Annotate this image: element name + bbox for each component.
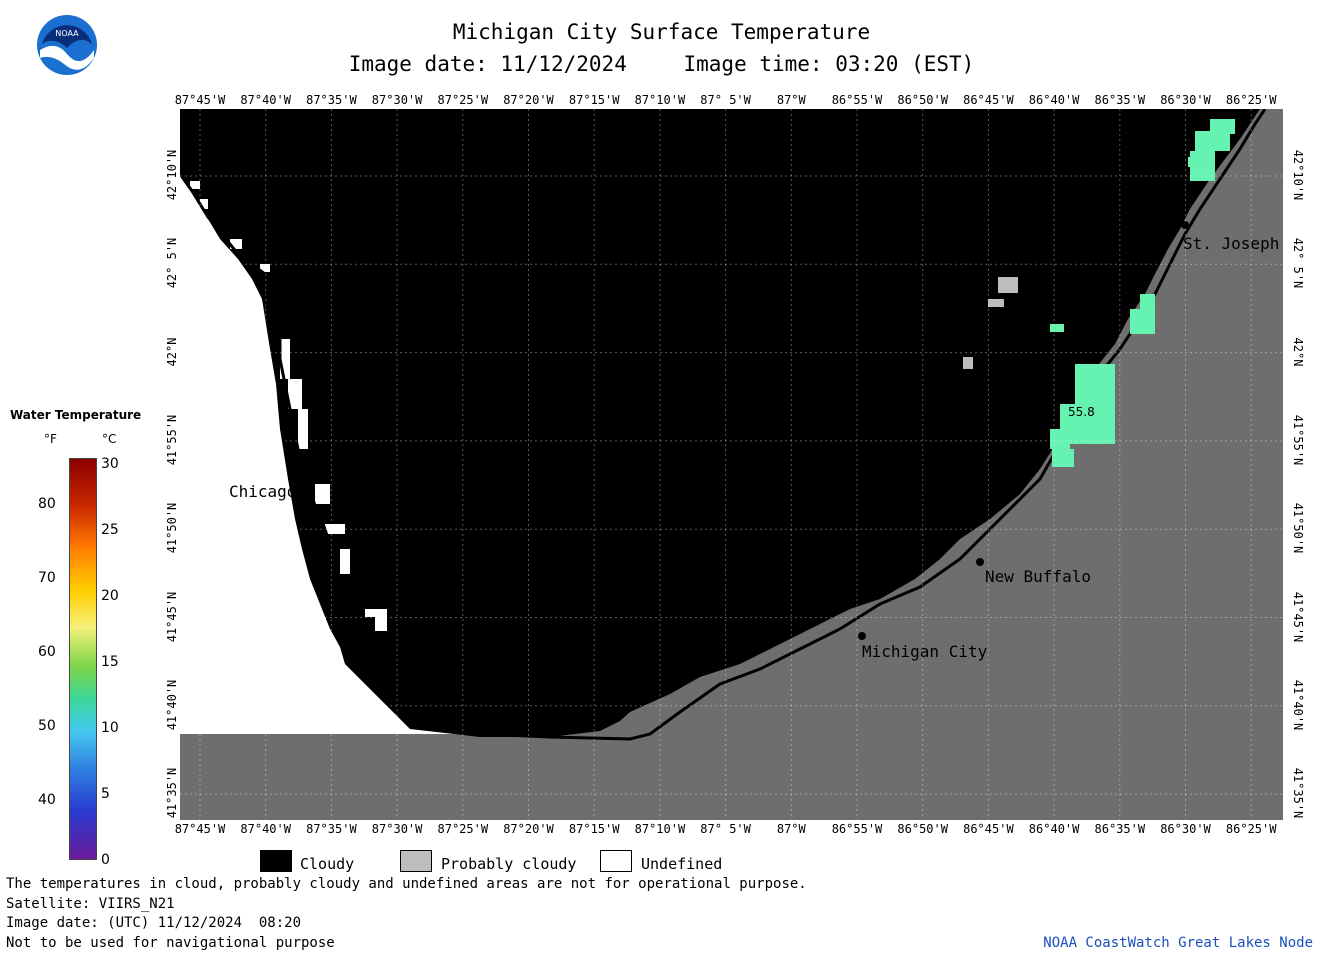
footer-utc-date: Image date: (UTC) 11/12/2024 08:20 bbox=[6, 915, 302, 931]
key-cloudy-swatch bbox=[260, 850, 292, 872]
longitude-label: 86°55'W bbox=[831, 93, 883, 107]
longitude-label: 86°50'W bbox=[897, 93, 948, 107]
longitude-label: 86°25'W bbox=[1225, 822, 1277, 836]
footer-satellite: Satellite: VIIRS_N21 bbox=[6, 896, 175, 912]
fahrenheit-tick: 80 bbox=[38, 496, 56, 512]
footer-note: The temperatures in cloud, probably clou… bbox=[6, 876, 807, 892]
longitude-label: 87°45'W bbox=[174, 93, 226, 107]
latitude-label: 41°35'N bbox=[1291, 767, 1305, 819]
celsius-tick: 0 bbox=[101, 852, 110, 868]
st-joseph-marker bbox=[1181, 221, 1189, 229]
latitude-label: 41°50'N bbox=[165, 502, 179, 554]
longitude-label: 87°W bbox=[776, 822, 806, 836]
longitude-label: 87°35'W bbox=[306, 822, 357, 836]
longitude-label: 87°30'W bbox=[371, 93, 423, 107]
water-temperature-pixels bbox=[1050, 119, 1235, 467]
celsius-tick: 10 bbox=[101, 720, 119, 736]
noaa-logo: NOAA bbox=[37, 15, 97, 75]
chicago-marker bbox=[297, 475, 305, 483]
longitude-label: 87°30'W bbox=[371, 822, 423, 836]
latitude-label: 42°10'N bbox=[165, 149, 179, 201]
cloudy-lake-area bbox=[180, 109, 1260, 737]
footer-credit: NOAA CoastWatch Great Lakes Node bbox=[1043, 935, 1313, 951]
longitude-label: 86°40'W bbox=[1028, 822, 1080, 836]
celsius-tick: 20 bbox=[101, 588, 119, 604]
svg-text:NOAA: NOAA bbox=[55, 29, 79, 38]
latitude-label: 42°N bbox=[165, 337, 179, 367]
key-undefined-swatch bbox=[600, 850, 632, 872]
key-probably-cloudy-label: Probably cloudy bbox=[441, 855, 577, 873]
unit-fahrenheit: °F bbox=[44, 432, 57, 446]
latitude-label: 41°40'N bbox=[1291, 679, 1305, 731]
celsius-tick: 30 bbox=[101, 456, 119, 472]
fahrenheit-tick: 70 bbox=[38, 570, 56, 586]
temperature-colorbar bbox=[69, 458, 97, 860]
longitude-label: 86°40'W bbox=[1028, 93, 1080, 107]
key-probably-cloudy-swatch bbox=[400, 850, 432, 872]
longitude-label: 87°10'W bbox=[634, 93, 686, 107]
latitude-label: 41°40'N bbox=[165, 679, 179, 731]
longitude-label: 87°25'W bbox=[437, 93, 489, 107]
latitude-label: 41°50'N bbox=[1291, 502, 1305, 554]
fahrenheit-tick: 40 bbox=[38, 792, 56, 808]
latitude-label: 42° 5'N bbox=[1291, 238, 1305, 289]
longitude-label: 86°45'W bbox=[963, 822, 1014, 836]
undefined-pixels bbox=[190, 181, 387, 631]
longitude-label: 87°15'W bbox=[568, 93, 620, 107]
legend-title: Water Temperature bbox=[10, 408, 142, 422]
fahrenheit-tick: 50 bbox=[38, 718, 56, 734]
longitude-label: 86°50'W bbox=[897, 822, 948, 836]
longitude-label: 87°40'W bbox=[240, 93, 291, 107]
longitude-label: 87°20'W bbox=[503, 93, 554, 107]
longitude-label: 86°35'W bbox=[1094, 822, 1146, 836]
new-buffalo-marker bbox=[976, 558, 984, 566]
image-time: Image time: 03:20 (EST) bbox=[683, 52, 975, 76]
longitude-label: 87° 5'W bbox=[700, 822, 751, 836]
longitude-label: 87°45'W bbox=[174, 822, 226, 836]
latitude-label: 41°45'N bbox=[165, 591, 179, 642]
michigan-city-marker bbox=[858, 632, 866, 640]
map-title: Michigan City Surface Temperature bbox=[452, 20, 871, 44]
longitude-label: 87°35'W bbox=[306, 93, 357, 107]
latitude-label: 42°N bbox=[1291, 337, 1305, 367]
longitude-label: 87°40'W bbox=[240, 822, 291, 836]
longitude-label: 87°15'W bbox=[568, 822, 620, 836]
temperature-reading: 55.8 bbox=[1068, 405, 1095, 419]
city-new-buffalo: New Buffalo bbox=[985, 567, 1091, 586]
unit-celsius: °C bbox=[102, 432, 117, 446]
city-michigan-city: Michigan City bbox=[862, 642, 988, 661]
fahrenheit-tick: 60 bbox=[38, 644, 56, 660]
celsius-tick: 25 bbox=[101, 522, 119, 538]
map-canvas bbox=[180, 109, 1283, 820]
longitude-label: 86°35'W bbox=[1094, 93, 1146, 107]
latitude-label: 41°35'N bbox=[165, 767, 179, 819]
undefined-strip-west bbox=[180, 169, 485, 734]
city-chicago: Chicago bbox=[229, 482, 297, 501]
longitude-label: 86°30'W bbox=[1160, 822, 1211, 836]
probably-cloudy-pixels bbox=[963, 277, 1018, 369]
latitude-label: 42° 5'N bbox=[165, 238, 179, 289]
longitude-label: 86°45'W bbox=[963, 93, 1014, 107]
map-subtitle: Image date: 11/12/2024 Image time: 03:20… bbox=[0, 52, 1323, 76]
longitude-label: 87° 5'W bbox=[700, 93, 751, 107]
longitude-label: 87°20'W bbox=[503, 822, 554, 836]
latitude-label: 42°10'N bbox=[1291, 149, 1305, 201]
longitude-label: 87°10'W bbox=[634, 822, 686, 836]
longitude-label: 87°W bbox=[776, 93, 806, 107]
latitude-label: 41°55'N bbox=[1291, 414, 1305, 466]
longitude-label: 86°30'W bbox=[1160, 93, 1211, 107]
celsius-tick: 5 bbox=[101, 786, 110, 802]
longitude-label: 86°25'W bbox=[1225, 93, 1277, 107]
image-date: Image date: 11/12/2024 bbox=[348, 52, 627, 76]
footer-nav-warning: Not to be used for navigational purpose bbox=[6, 935, 335, 951]
key-undefined-label: Undefined bbox=[641, 855, 723, 873]
celsius-tick: 15 bbox=[101, 654, 119, 670]
latitude-label: 41°55'N bbox=[165, 414, 179, 466]
key-cloudy-label: Cloudy bbox=[300, 855, 355, 873]
city-st-joseph: St. Joseph bbox=[1183, 234, 1280, 253]
longitude-label: 87°25'W bbox=[437, 822, 489, 836]
longitude-label: 86°55'W bbox=[831, 822, 883, 836]
graticule-grid bbox=[180, 109, 1283, 820]
latitude-label: 41°45'N bbox=[1291, 591, 1305, 642]
